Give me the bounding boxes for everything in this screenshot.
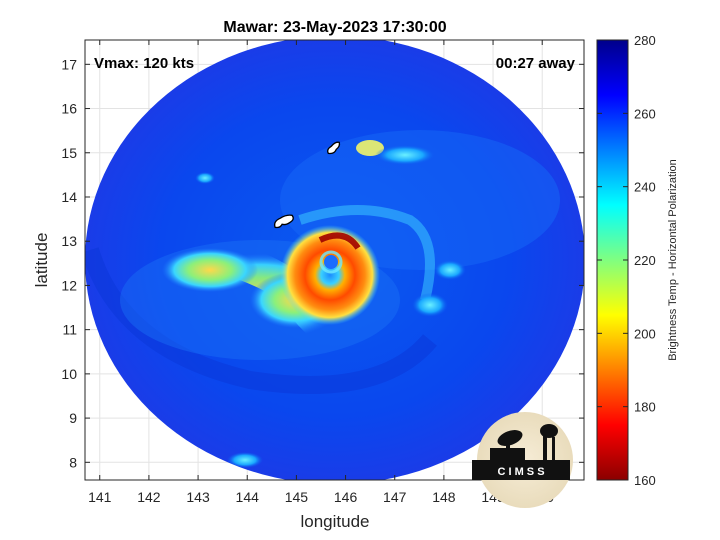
colorbar-tick-label: 180 (634, 400, 656, 415)
water-tower-icon (543, 430, 547, 460)
x-tick-label: 146 (334, 489, 358, 505)
colorbar-tick-label: 220 (634, 253, 656, 268)
colorbar-ticks: 280 260 240 220 200 180 160 (597, 33, 656, 488)
storm-eye (324, 255, 338, 269)
colorbar-tick-label: 280 (634, 33, 656, 48)
y-axis-label: latitude (32, 233, 51, 288)
rain-band (412, 293, 448, 317)
chart-title: Mawar: 23-May-2023 17:30:00 (223, 19, 446, 36)
y-tick-label: 17 (61, 56, 77, 72)
y-tick-label: 16 (61, 101, 77, 117)
swath-layer (85, 40, 584, 480)
y-tick-label: 13 (61, 233, 77, 249)
rain-band (227, 452, 263, 468)
axes-frame (84, 39, 585, 481)
y-tick-label: 9 (69, 410, 77, 426)
islands (274, 141, 341, 229)
eyewall-core (318, 232, 361, 250)
colorbar-tick-label: 240 (634, 180, 656, 195)
y-tick-label: 10 (61, 366, 77, 382)
y-axis-ticks: 8 9 10 11 12 13 14 15 16 17 (61, 56, 584, 470)
rain-band (195, 172, 215, 184)
colorbar-tick-label: 260 (634, 106, 656, 121)
x-tick-label: 141 (88, 489, 112, 505)
time-away-annotation: 00:27 away (496, 55, 576, 72)
outer-band (85, 247, 437, 394)
x-axis-label: longitude (300, 512, 369, 531)
y-tick-label: 8 (69, 454, 77, 470)
y-tick-label: 14 (61, 189, 77, 205)
eye-ring (319, 250, 343, 274)
x-tick-label: 142 (137, 489, 161, 505)
x-tick-label: 144 (236, 489, 260, 505)
y-tick-label: 11 (62, 322, 77, 338)
rain-band (298, 205, 435, 302)
island-outline (274, 214, 294, 229)
x-tick-label: 143 (186, 489, 210, 505)
y-tick-label: 15 (61, 145, 77, 161)
colorbar-label: Brightness Temp - Horizontal Polarizatio… (667, 159, 679, 361)
x-tick-label: 148 (432, 489, 456, 505)
colorbar-tick-label: 200 (634, 326, 656, 341)
eyewall (280, 225, 380, 325)
x-tick-label: 145 (285, 489, 309, 505)
x-tick-label: 147 (383, 489, 407, 505)
cimss-logo: C I M S S (472, 412, 573, 508)
rain-band (434, 260, 466, 280)
colorbar-tick-label: 160 (634, 473, 656, 488)
logo-banner (472, 460, 570, 480)
vmax-annotation: Vmax: 120 kts (94, 55, 194, 72)
satellite-dish-icon (497, 430, 523, 446)
rain-band (375, 145, 435, 165)
spiral-band-blob (162, 248, 258, 292)
logo-text: C I M S S (497, 466, 544, 478)
island-outline (327, 141, 341, 155)
y-tick-label: 12 (61, 277, 77, 293)
